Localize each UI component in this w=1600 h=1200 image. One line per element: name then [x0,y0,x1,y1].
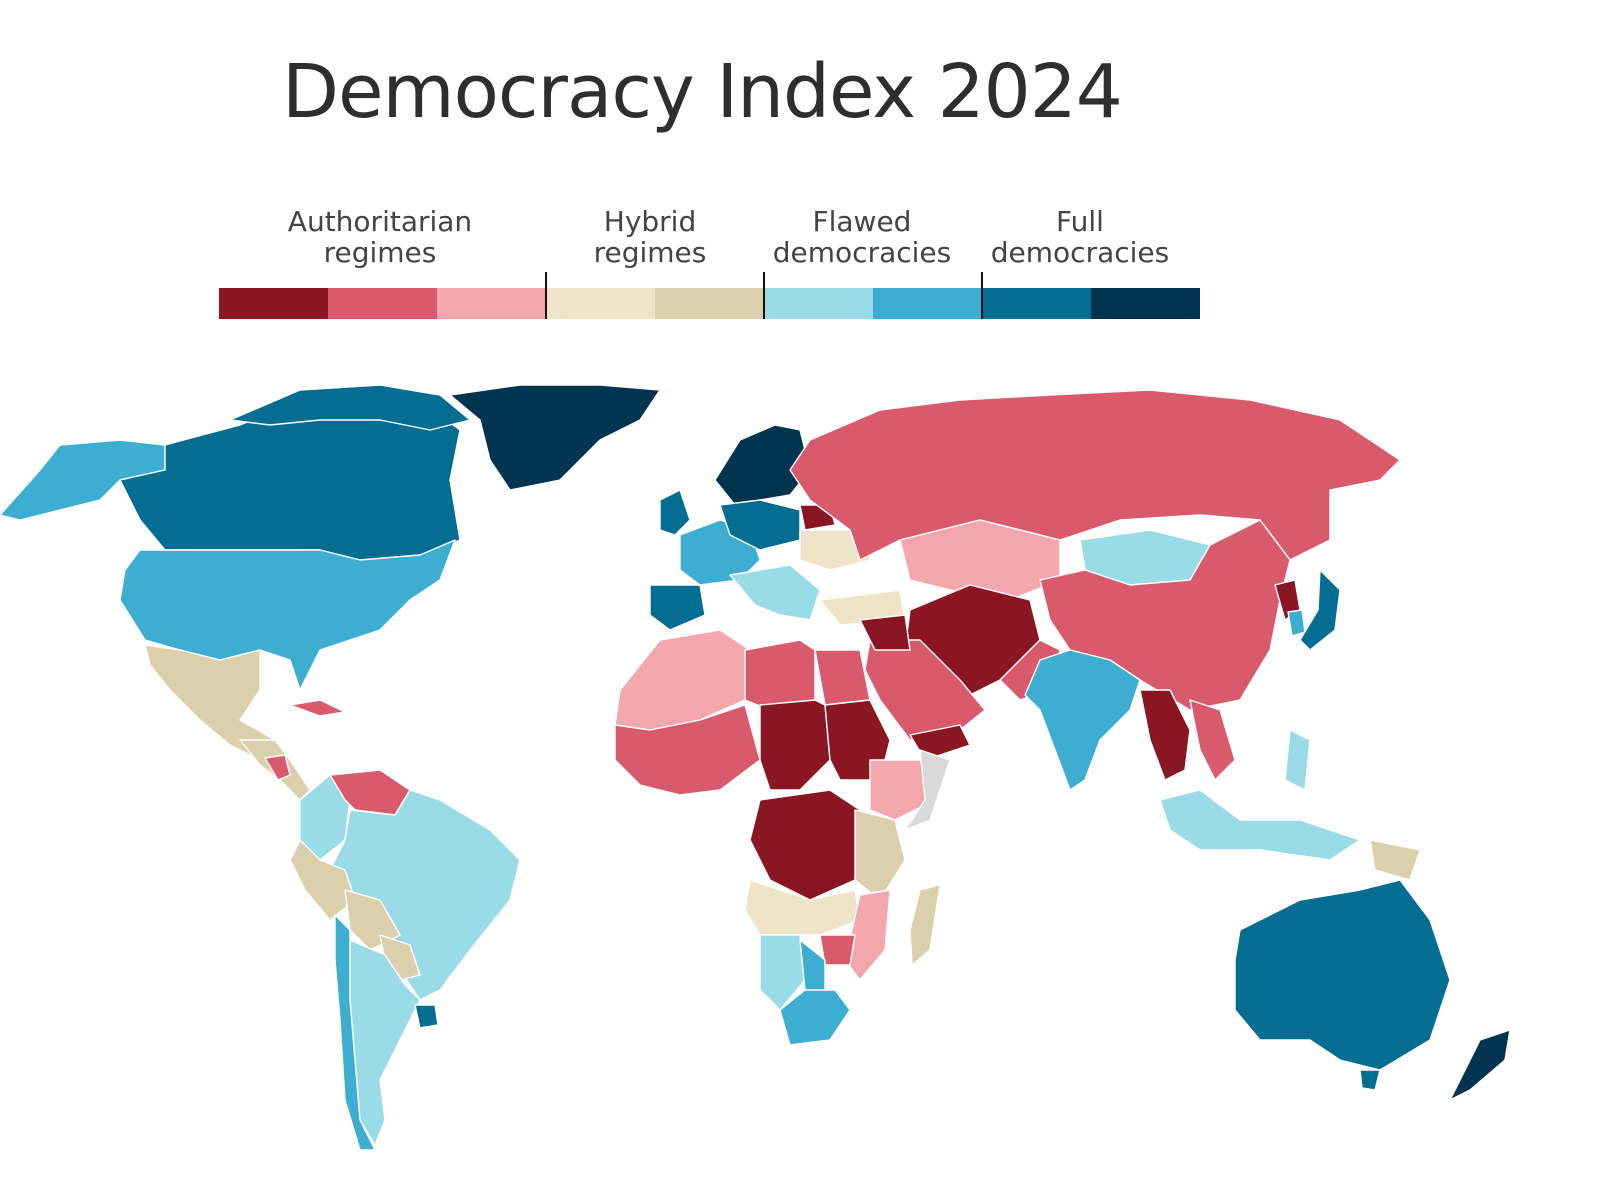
region-angola-zambia[interactable] [744,879,861,936]
region-zimbabwe[interactable] [819,934,856,966]
legend-separator-2 [763,272,765,319]
region-chile[interactable] [334,914,376,1151]
region-uruguay[interactable] [414,1004,439,1029]
region-namibia[interactable] [759,934,806,1011]
legend-swatch-7 [873,288,982,319]
region-egypt[interactable] [814,649,871,706]
legend-swatch-5 [655,288,764,319]
region-greenland[interactable] [449,384,661,491]
region-south-africa[interactable] [779,989,851,1046]
legend-swatch-2 [328,288,437,319]
region-philippines[interactable] [1284,729,1311,791]
region-ethiopia[interactable] [869,759,936,821]
legend-swatch-9 [1091,288,1200,319]
region-somalia[interactable] [904,749,951,831]
region-peru[interactable] [289,839,356,921]
region-cuba[interactable] [289,699,346,717]
legend-separator-3 [981,272,983,319]
region-new-zealand[interactable] [1449,1029,1511,1101]
region-nicaragua[interactable] [264,754,291,781]
region-syria-iraq[interactable] [859,614,911,651]
region-usa[interactable] [119,539,456,691]
region-drc[interactable] [749,789,861,901]
region-myanmar-thailand[interactable] [1139,689,1191,781]
legend-swatch-8 [982,288,1091,319]
region-india[interactable] [1024,649,1141,791]
legend-swatch-6 [764,288,873,319]
region-south-korea[interactable] [1287,609,1306,637]
legend-swatch-3 [437,288,546,319]
region-png[interactable] [1369,839,1421,881]
legend-category-flawed: Flawed democracies [772,205,952,269]
region-vietnam-laos[interactable] [1189,699,1236,781]
region-madagascar[interactable] [909,884,941,966]
region-kazakhstan[interactable] [899,519,1061,601]
region-australia[interactable] [1234,879,1451,1071]
legend: Authoritarian regimes Hybrid regimes Fla… [0,0,1600,340]
region-iberia[interactable] [649,584,706,631]
map-title: Democracy Index 2024 [282,49,1123,135]
region-russia[interactable] [789,389,1401,561]
region-canada-islands[interactable] [229,384,471,431]
region-libya-algeria[interactable] [744,639,816,711]
region-sahel-chad[interactable] [759,699,831,791]
legend-category-authoritarian: Authoritarian regimes [287,205,473,269]
region-tasmania[interactable] [1359,1069,1381,1091]
world-map [0,384,1511,1151]
legend-category-full: Full democracies [990,205,1170,269]
region-indonesia[interactable] [1159,789,1361,861]
region-west-africa[interactable] [614,704,761,796]
region-japan[interactable] [1299,569,1341,651]
legend-category-hybrid: Hybrid regimes [593,205,707,269]
region-east-africa[interactable] [854,809,906,901]
legend-swatch-4 [546,288,655,319]
region-uk[interactable] [659,489,691,536]
region-italy-balkans[interactable] [729,564,821,621]
legend-separator-1 [545,272,547,319]
legend-swatch-1 [219,288,328,319]
